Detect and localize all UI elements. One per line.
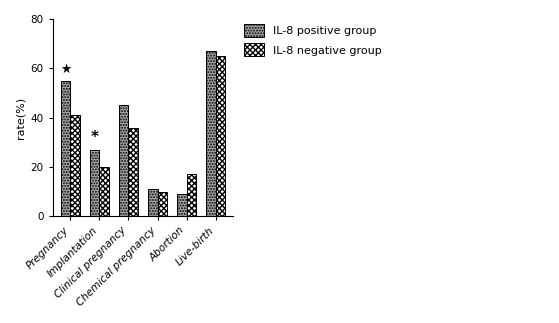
Y-axis label: rate(%): rate(%) xyxy=(15,97,25,139)
Bar xyxy=(90,150,100,216)
Bar xyxy=(187,174,196,216)
Bar xyxy=(119,105,129,216)
Legend: IL-8 positive group, IL-8 negative group: IL-8 positive group, IL-8 negative group xyxy=(240,21,385,60)
Bar xyxy=(61,81,70,216)
Text: ★: ★ xyxy=(60,63,71,76)
Text: *: * xyxy=(91,130,99,145)
Bar xyxy=(206,51,216,216)
Bar xyxy=(216,56,225,216)
Bar xyxy=(177,194,187,216)
Bar xyxy=(158,192,167,216)
Bar xyxy=(129,128,138,216)
Bar xyxy=(100,167,108,216)
Bar xyxy=(148,189,158,216)
Bar xyxy=(70,115,79,216)
